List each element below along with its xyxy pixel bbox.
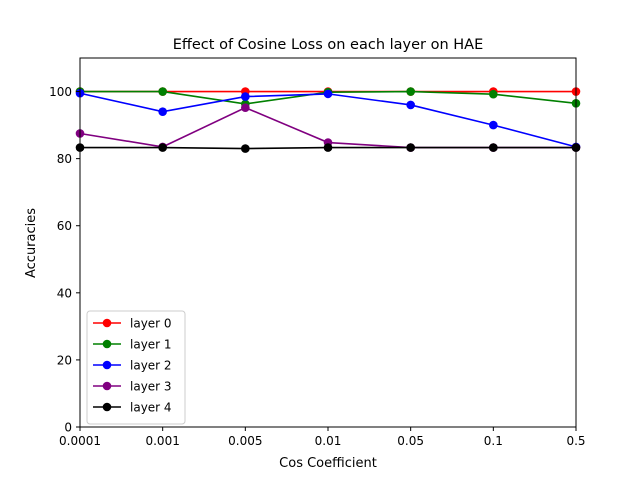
legend-entry: layer 3 [93, 380, 172, 394]
y-tick-label: 60 [57, 219, 72, 233]
legend-entry: layer 2 [93, 359, 172, 373]
y-tick-label: 0 [64, 421, 72, 435]
data-point [241, 92, 250, 101]
chart-title: Effect of Cosine Loss on each layer on H… [173, 37, 484, 53]
y-tick-label: 40 [57, 286, 72, 300]
legend-box [86, 310, 186, 425]
y-axis-label: Accuracies [24, 208, 39, 278]
data-point [158, 87, 167, 96]
legend-swatch-marker [102, 339, 112, 349]
legend-swatch-marker [102, 360, 112, 370]
x-axis: 0.0001 0.001 0.005 0.01 0.05 0.1 0.5 [59, 427, 586, 448]
x-axis-label: Cos Coefficient [279, 456, 377, 471]
y-tick-label: 100 [49, 85, 72, 99]
data-point [489, 143, 498, 152]
legend-entry: layer 0 [93, 317, 172, 331]
legend-label: layer 2 [130, 359, 172, 373]
data-point [323, 89, 333, 99]
x-tick-label: 0.005 [228, 434, 262, 448]
data-point [241, 103, 250, 112]
legend-swatch-marker [102, 381, 112, 391]
series-layer [75, 87, 581, 153]
data-point [241, 144, 250, 153]
legend-label: layer 4 [130, 401, 172, 415]
data-point [406, 87, 415, 96]
data-point [489, 120, 498, 130]
x-tick-label: 0.5 [566, 434, 585, 448]
legend-swatch-marker [102, 318, 112, 328]
x-tick-label: 0.0001 [59, 434, 101, 448]
y-tick-label: 80 [57, 152, 72, 166]
y-tick-label: 20 [57, 353, 72, 367]
legend-label: layer 1 [130, 338, 172, 352]
data-point [406, 143, 415, 152]
legend-swatch-marker [102, 402, 112, 412]
x-tick-label: 0.01 [315, 434, 342, 448]
x-tick-label: 0.001 [145, 434, 179, 448]
data-point [406, 100, 415, 110]
data-point [323, 143, 333, 152]
legend-entry: layer 1 [93, 338, 172, 352]
x-tick-label: 0.05 [397, 434, 424, 448]
data-point [489, 89, 498, 99]
data-point [158, 143, 167, 152]
legend-label: layer 3 [130, 380, 172, 394]
legend-entry: layer 4 [93, 401, 172, 415]
x-tick-label: 0.1 [484, 434, 503, 448]
legend: layer 0 layer 1 layer 2 layer 3 layer 4 [86, 310, 186, 425]
legend-label: layer 0 [130, 317, 172, 331]
y-axis: 0 20 40 60 80 100 [49, 85, 80, 435]
data-point [158, 107, 167, 116]
